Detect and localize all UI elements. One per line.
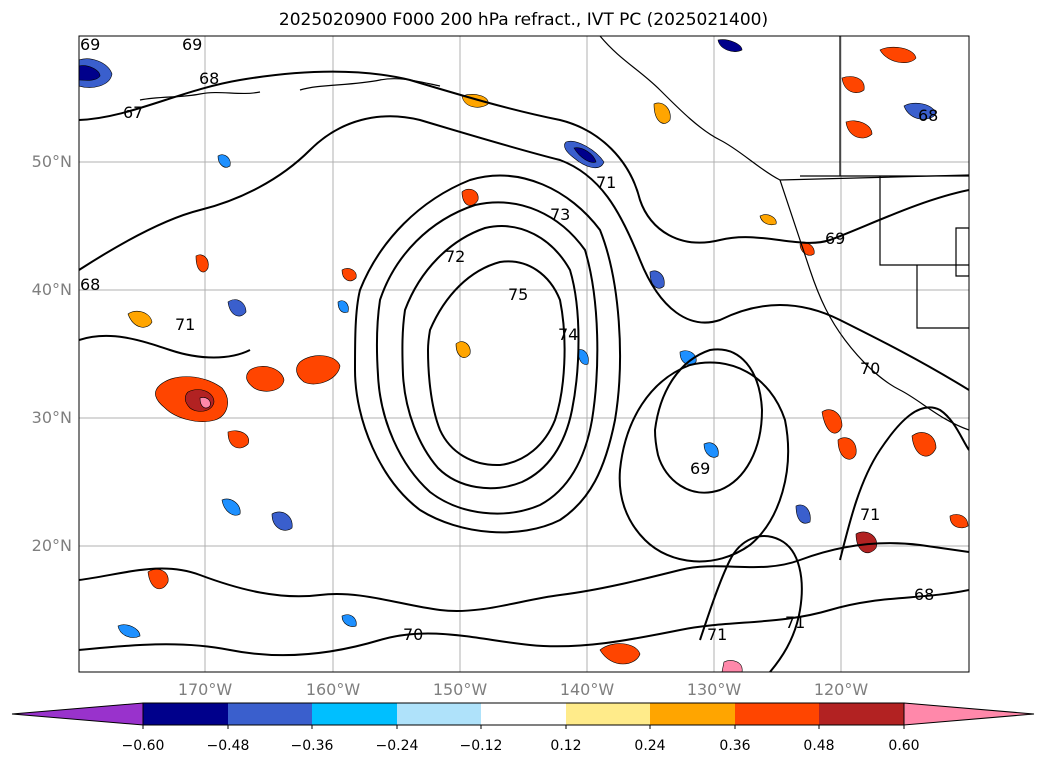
positive-anomaly [599,643,641,665]
contour-label: 73 [550,205,570,224]
lat-label-30n: 30°N [31,408,72,427]
contour-label: 71 [175,315,195,334]
colorbar-tick-label: −0.60 [121,738,165,754]
positive-anomaly [653,102,671,124]
colorbar [11,702,1035,729]
negative-anomaly [703,442,719,458]
positive-anomaly [759,214,777,226]
negative-anomaly [217,154,231,168]
positive-anomaly [246,366,285,392]
colorbar-segment [566,703,650,725]
negative-anomaly [341,614,357,627]
colorbar-tick-label: 0.60 [888,738,920,754]
colorbar-segment [650,703,735,725]
positive-anomaly [227,430,249,449]
positive-anomaly [195,254,209,273]
lon-label-120w: 120°W [813,680,869,699]
contour-label: 67 [123,103,143,122]
contour-label: 69 [80,35,100,54]
negative-anomaly [271,511,293,531]
negative-anomaly [649,270,665,289]
negative-anomaly [79,65,101,81]
negative-anomaly [337,300,349,313]
negative-anomaly [573,147,597,163]
colorbar-tick-label: −0.48 [206,738,250,754]
contour-label: 69 [182,35,202,54]
positive-anomaly [911,432,937,457]
contour-label: 71 [596,173,616,192]
coastlines [139,36,969,431]
positive-anomaly [837,437,857,460]
colorbar-tick-label: −0.36 [290,738,334,754]
refractivity-contours [79,70,969,672]
colorbar-segment [143,703,228,725]
ivt-anomaly-fills [79,39,969,672]
contour-label: 70 [403,625,423,644]
contour-label: 68 [80,275,100,294]
colorbar-min-extend [11,702,144,726]
negative-anomaly [795,504,811,524]
map-title: 2025020900 F000 200 hPa refract., IVT PC… [278,10,769,30]
colorbar-segment [228,703,312,725]
lat-label-40n: 40°N [31,280,72,299]
colorbar-segment [397,703,481,725]
map-frame [78,35,970,673]
positive-anomaly [296,355,341,385]
contour-label: 69 [825,229,845,248]
positive-anomaly [855,531,877,554]
positive-anomaly [721,660,743,672]
positive-anomaly [455,341,471,358]
colorbar-segment [312,703,397,725]
contour-label: 71 [860,505,880,524]
positive-anomaly [461,188,479,206]
positive-anomaly [341,268,357,282]
positive-anomaly [199,397,211,409]
contour-label: 68 [918,106,938,125]
positive-anomaly [841,76,865,93]
colorbar-tick-label: 0.36 [719,738,751,754]
positive-anomaly [845,120,873,139]
colorbar-tick-label: 0.48 [803,738,835,754]
colorbar-tick-label: −0.24 [375,738,419,754]
contour-label: 69 [690,459,710,478]
lat-label-20n: 20°N [31,536,72,555]
positive-anomaly [949,514,969,529]
lon-label-130w: 130°W [686,680,742,699]
lon-label-150w: 150°W [432,680,488,699]
contour-label: 75 [508,285,528,304]
colorbar-tick-label: 0.12 [550,738,582,754]
colorbar-segment [819,703,904,725]
negative-anomaly [221,498,241,516]
positive-anomaly [821,409,843,434]
colorbar-tick-label: 0.24 [634,738,666,754]
positive-anomaly [879,46,917,63]
contour-label: 72 [445,247,465,266]
lon-label-140w: 140°W [559,680,615,699]
negative-anomaly [717,39,743,52]
contour-labels: 69 69 68 67 68 71 73 72 75 74 71 69 68 7… [80,35,938,644]
map-area: 69 69 68 67 68 71 73 72 75 74 71 69 68 7… [79,35,969,672]
contour-label: 68 [199,69,219,88]
negative-anomaly [903,102,937,120]
contour-label: 71 [707,625,727,644]
contour-label: 74 [558,325,578,344]
contour-label: 71 [785,613,805,632]
positive-anomaly [127,310,153,328]
lon-label-170w: 170°W [177,680,233,699]
graticule [79,36,969,672]
contour-label: 70 [860,359,880,378]
lat-label-50n: 50°N [31,152,72,171]
colorbar-segment [481,703,566,725]
negative-anomaly [227,299,247,317]
lon-label-160w: 160°W [305,680,361,699]
contour-label: 68 [914,585,934,604]
colorbar-segment [735,703,819,725]
negative-anomaly [679,350,697,365]
colorbar-max-extend [903,702,1035,726]
negative-anomaly [117,624,141,638]
colorbar-tick-label: −0.12 [459,738,503,754]
